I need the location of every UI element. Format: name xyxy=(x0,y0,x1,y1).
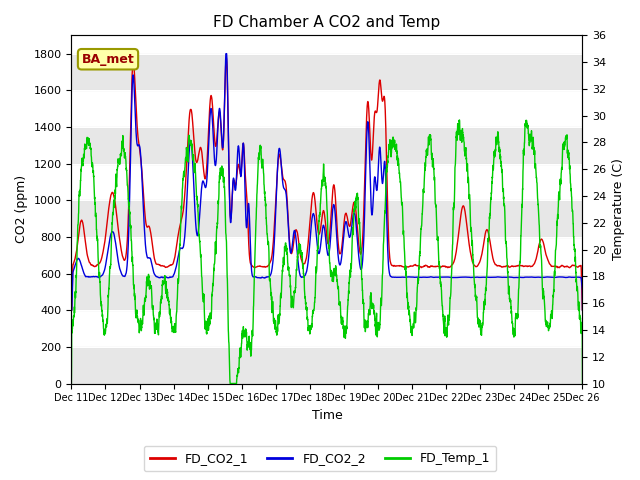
Legend: FD_CO2_1, FD_CO2_2, FD_Temp_1: FD_CO2_1, FD_CO2_2, FD_Temp_1 xyxy=(143,446,497,471)
Bar xyxy=(72,347,582,384)
Title: FD Chamber A CO2 and Temp: FD Chamber A CO2 and Temp xyxy=(213,15,440,30)
Text: BA_met: BA_met xyxy=(82,53,134,66)
Y-axis label: Temperature (C): Temperature (C) xyxy=(612,158,625,260)
Bar xyxy=(72,274,582,310)
Bar xyxy=(72,200,582,237)
Y-axis label: CO2 (ppm): CO2 (ppm) xyxy=(15,175,28,243)
Bar xyxy=(72,54,582,90)
Bar xyxy=(72,127,582,164)
X-axis label: Time: Time xyxy=(312,409,342,422)
